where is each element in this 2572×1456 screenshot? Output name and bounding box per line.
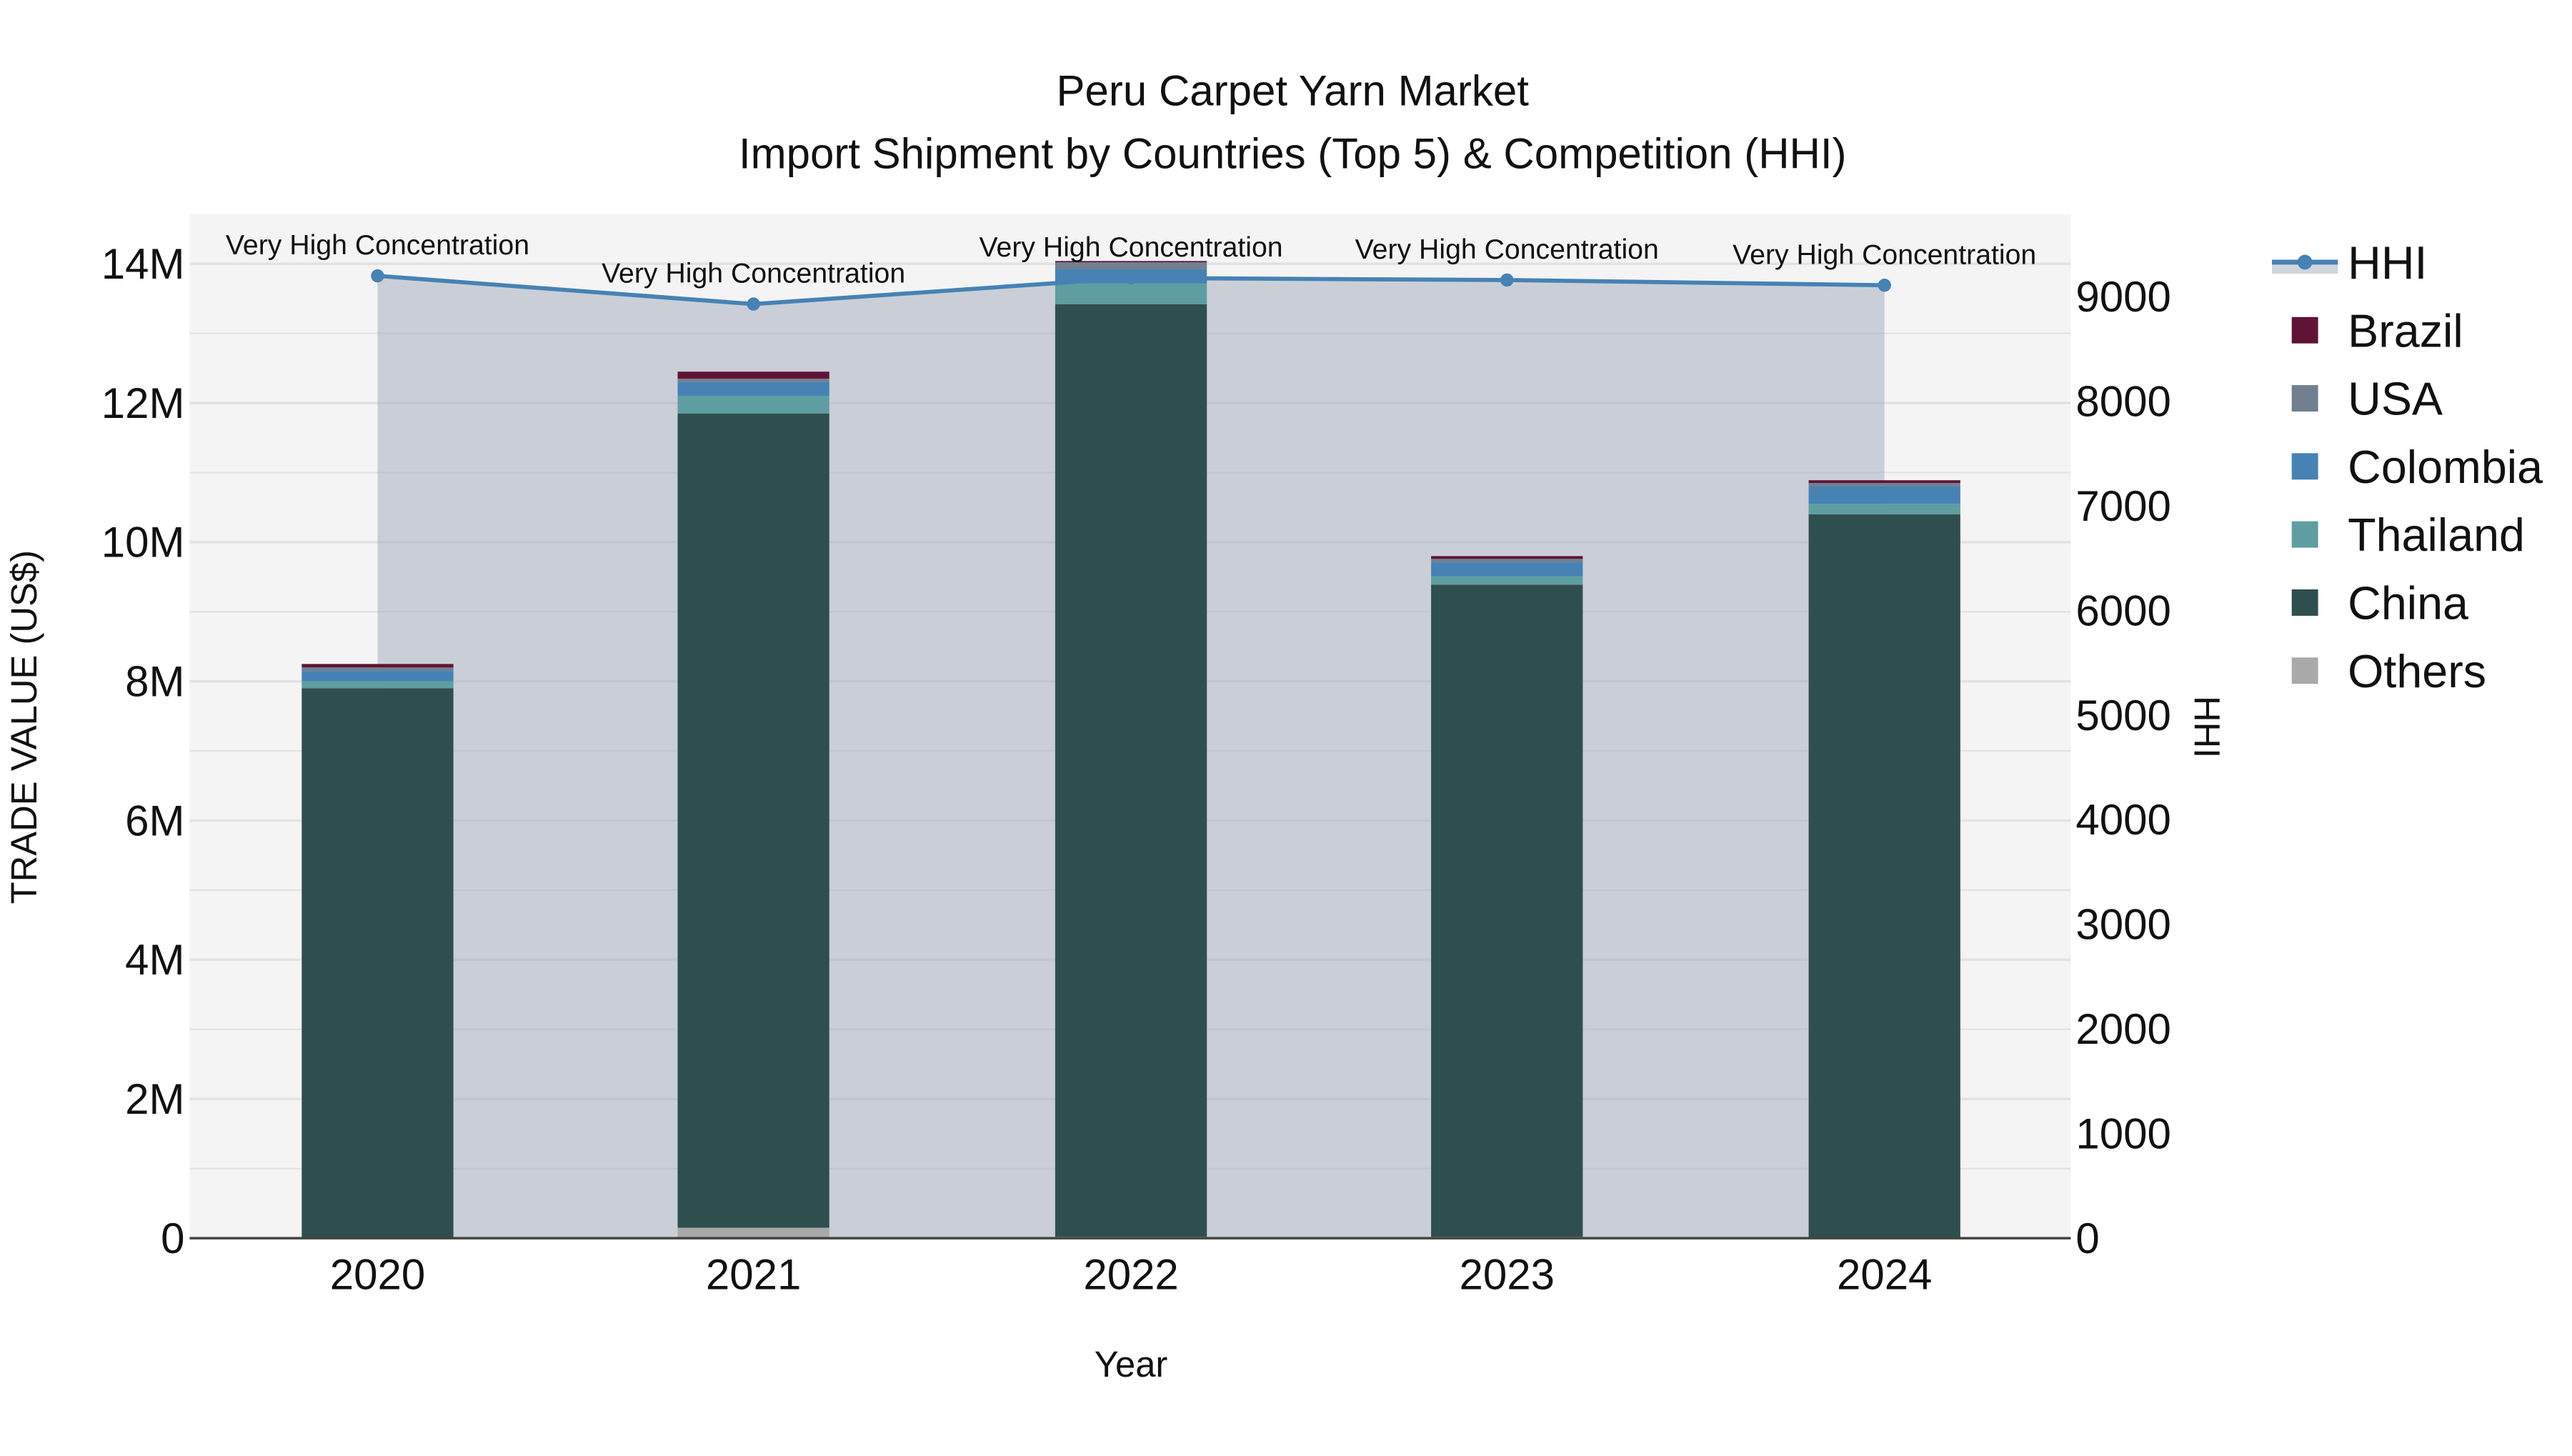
x-tick: 2020 — [330, 1251, 425, 1299]
bar-segment-china[interactable] — [301, 688, 454, 1239]
bar-segment-usa[interactable] — [301, 667, 454, 672]
legend-item-others[interactable]: Others — [2348, 646, 2486, 697]
bar-segment-thailand[interactable] — [1055, 283, 1207, 304]
y2-tick: 3000 — [2075, 901, 2170, 949]
bar-segment-brazil[interactable] — [301, 664, 454, 668]
y-tick: 0 — [161, 1215, 184, 1262]
y2-axis-ticks: 0 1000 2000 3000 4000 5000 6000 7000 8000 9000 — [2075, 273, 2170, 1262]
legend-item-brazil[interactable]: Brazil — [2348, 305, 2463, 356]
chart-title-line1: Peru Carpet Yarn Market — [1057, 67, 1530, 115]
legend-swatch-usa — [2291, 385, 2318, 412]
stacked-bars — [301, 261, 1960, 1239]
hhi-point[interactable] — [1500, 273, 1514, 287]
x-tick: 2022 — [1083, 1251, 1178, 1299]
hhi-point[interactable] — [371, 269, 384, 283]
x-axis-label: Year — [1095, 1344, 1168, 1385]
x-tick: 2021 — [706, 1251, 801, 1299]
legend: HHI Brazil USA Colombia Thailand China Others — [2272, 237, 2543, 697]
y2-axis-label: HHI — [2187, 696, 2228, 758]
x-tick: 2024 — [1837, 1251, 1932, 1299]
bar-segment-brazil[interactable] — [1808, 480, 1960, 484]
bar-segment-china[interactable] — [1431, 584, 1583, 1237]
bar-segment-usa[interactable] — [1431, 559, 1583, 563]
y-axis-ticks: 0 2M 4M 6M 8M 10M 12M 14M — [101, 240, 185, 1262]
y2-tick: 0 — [2075, 1215, 2099, 1262]
legend-item-usa[interactable]: USA — [2348, 374, 2443, 425]
bar-segment-usa[interactable] — [1808, 483, 1960, 487]
bar-segment-usa[interactable] — [677, 378, 829, 382]
legend-swatch-china — [2291, 589, 2318, 616]
y2-tick: 5000 — [2075, 692, 2170, 739]
y-tick: 10M — [101, 519, 185, 567]
y-tick: 12M — [101, 379, 185, 427]
x-axis-ticks: 2020 2021 2022 2023 2024 — [330, 1251, 1933, 1299]
y-axis-label: TRADE VALUE (US$) — [4, 550, 44, 904]
y2-tick: 7000 — [2075, 482, 2170, 530]
legend-item-hhi[interactable]: HHI — [2348, 237, 2427, 289]
bar-segment-thailand[interactable] — [677, 396, 829, 414]
y-tick: 14M — [101, 240, 185, 288]
concentration-annotation: Very High Concentration — [602, 258, 905, 289]
bar-segment-brazil[interactable] — [1055, 261, 1207, 263]
bar-segment-others[interactable] — [677, 1227, 829, 1239]
hhi-point[interactable] — [747, 297, 760, 311]
bar-segment-china[interactable] — [677, 413, 829, 1228]
bar-segment-colombia[interactable] — [677, 382, 829, 397]
concentration-annotation: Very High Concentration — [1733, 239, 2036, 270]
bar-segment-colombia[interactable] — [1808, 486, 1960, 504]
hhi-line — [371, 269, 1891, 311]
bar-segment-thailand[interactable] — [1808, 504, 1960, 514]
legend-swatch-brazil — [2291, 316, 2318, 344]
hhi-point[interactable] — [1124, 271, 1138, 285]
bar-segment-usa[interactable] — [1055, 262, 1207, 270]
concentration-annotation: Very High Concentration — [980, 231, 1283, 263]
y-tick: 4M — [125, 936, 184, 984]
bar-segment-colombia[interactable] — [1431, 562, 1583, 577]
bar-segment-brazil[interactable] — [677, 372, 829, 379]
legend-swatch-thailand — [2291, 521, 2318, 548]
chart-title-line2: Import Shipment by Countries (Top 5) & C… — [739, 129, 1847, 177]
legend-swatch-colombia — [2291, 453, 2318, 480]
bar-segment-colombia[interactable] — [301, 671, 454, 682]
y-tick: 2M — [125, 1075, 184, 1123]
bar-segment-china[interactable] — [1055, 304, 1207, 1237]
bar-segment-thailand[interactable] — [301, 681, 454, 689]
y-tick: 8M — [125, 658, 184, 706]
legend-item-thailand[interactable]: Thailand — [2348, 509, 2525, 561]
y2-tick: 8000 — [2075, 378, 2170, 426]
y2-tick: 1000 — [2075, 1110, 2170, 1157]
legend-item-china[interactable]: China — [2348, 578, 2468, 629]
y-tick: 6M — [125, 797, 184, 844]
y2-tick: 4000 — [2075, 796, 2170, 844]
x-tick: 2023 — [1459, 1251, 1554, 1299]
bar-segment-china[interactable] — [1808, 514, 1960, 1239]
y2-tick: 9000 — [2075, 273, 2170, 321]
y2-tick: 2000 — [2075, 1005, 2170, 1053]
concentration-annotation: Very High Concentration — [226, 229, 529, 261]
legend-swatch-others — [2291, 657, 2318, 684]
annotations: Very High Concentration Very High Concent… — [226, 229, 2036, 289]
concentration-annotation: Very High Concentration — [1355, 234, 1659, 265]
legend-item-colombia[interactable]: Colombia — [2348, 442, 2543, 493]
bar-segment-brazil[interactable] — [1431, 556, 1583, 559]
y2-tick: 6000 — [2075, 587, 2170, 634]
hhi-point[interactable] — [1878, 279, 1891, 292]
bar-segment-thailand[interactable] — [1431, 576, 1583, 585]
